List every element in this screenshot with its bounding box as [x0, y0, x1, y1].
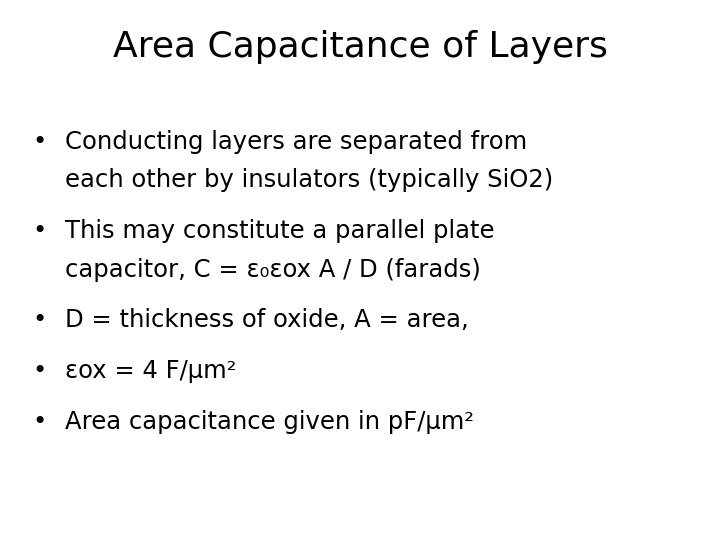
Text: •: • [32, 219, 47, 242]
Text: •: • [32, 308, 47, 332]
Text: Area capacitance given in pF/μm²: Area capacitance given in pF/μm² [65, 410, 474, 434]
Text: Conducting layers are separated from: Conducting layers are separated from [65, 130, 527, 153]
Text: •: • [32, 359, 47, 383]
Text: Area Capacitance of Layers: Area Capacitance of Layers [112, 30, 608, 64]
Text: •: • [32, 410, 47, 434]
Text: This may constitute a parallel plate: This may constitute a parallel plate [65, 219, 495, 242]
Text: D = thickness of oxide, A = area,: D = thickness of oxide, A = area, [65, 308, 469, 332]
Text: •: • [32, 130, 47, 153]
Text: capacitor, C = ε₀εox A / D (farads): capacitor, C = ε₀εox A / D (farads) [65, 258, 481, 281]
Text: εox = 4 F/μm²: εox = 4 F/μm² [65, 359, 236, 383]
Text: each other by insulators (typically SiO2): each other by insulators (typically SiO2… [65, 168, 553, 192]
